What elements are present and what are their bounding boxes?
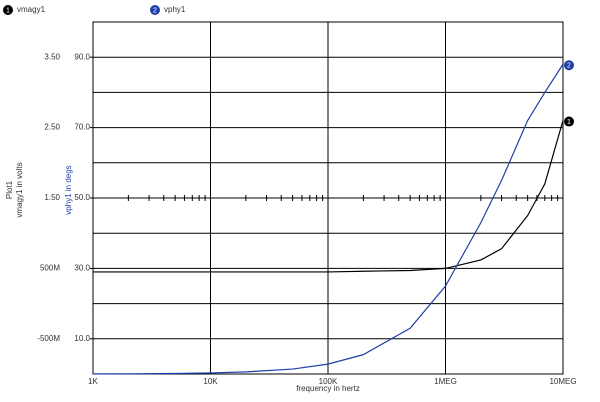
y2-tick-label: 90.0 xyxy=(74,52,90,61)
y2-axis-label: vphy1 in degs xyxy=(64,165,73,214)
x-tick-label: 1K xyxy=(88,377,98,386)
legend-label: vmagy1 xyxy=(17,5,46,14)
end-marker-label: 2 xyxy=(567,63,571,70)
end-marker xyxy=(564,60,574,71)
y-tick-label: 500M xyxy=(40,264,60,273)
x-tick-label: 10K xyxy=(203,377,218,386)
x-tick-label: 100K xyxy=(319,377,338,386)
y-tick-label: 3.50 xyxy=(44,52,60,61)
series-line xyxy=(93,120,564,273)
y-axis-label: vmagy1 in volts xyxy=(15,162,24,217)
legend-marker-label: 2 xyxy=(153,7,157,14)
series-line xyxy=(92,63,564,375)
legend-marker xyxy=(150,5,160,15)
y-tick-label: 2.50 xyxy=(44,123,60,132)
legend-marker xyxy=(3,5,13,15)
legend-label: vphy1 xyxy=(164,5,186,14)
end-marker-label: 1 xyxy=(567,119,571,126)
plot-label: Plot1 xyxy=(5,180,14,199)
end-marker xyxy=(564,116,574,127)
x-tick-label: 10MEG xyxy=(549,377,576,386)
y2-tick-label: 10.0 xyxy=(74,334,90,343)
legend-marker-label: 1 xyxy=(6,7,10,14)
y2-tick-label: 50.0 xyxy=(74,193,90,202)
x-tick-label: 1MEG xyxy=(434,377,457,386)
y2-tick-label: 70.0 xyxy=(74,123,90,132)
y-tick-label: -500M xyxy=(37,334,60,343)
y-tick-label: 1.50 xyxy=(44,193,60,202)
y2-tick-label: 30.0 xyxy=(74,264,90,273)
x-axis-label: frequency in hertz xyxy=(296,384,360,393)
